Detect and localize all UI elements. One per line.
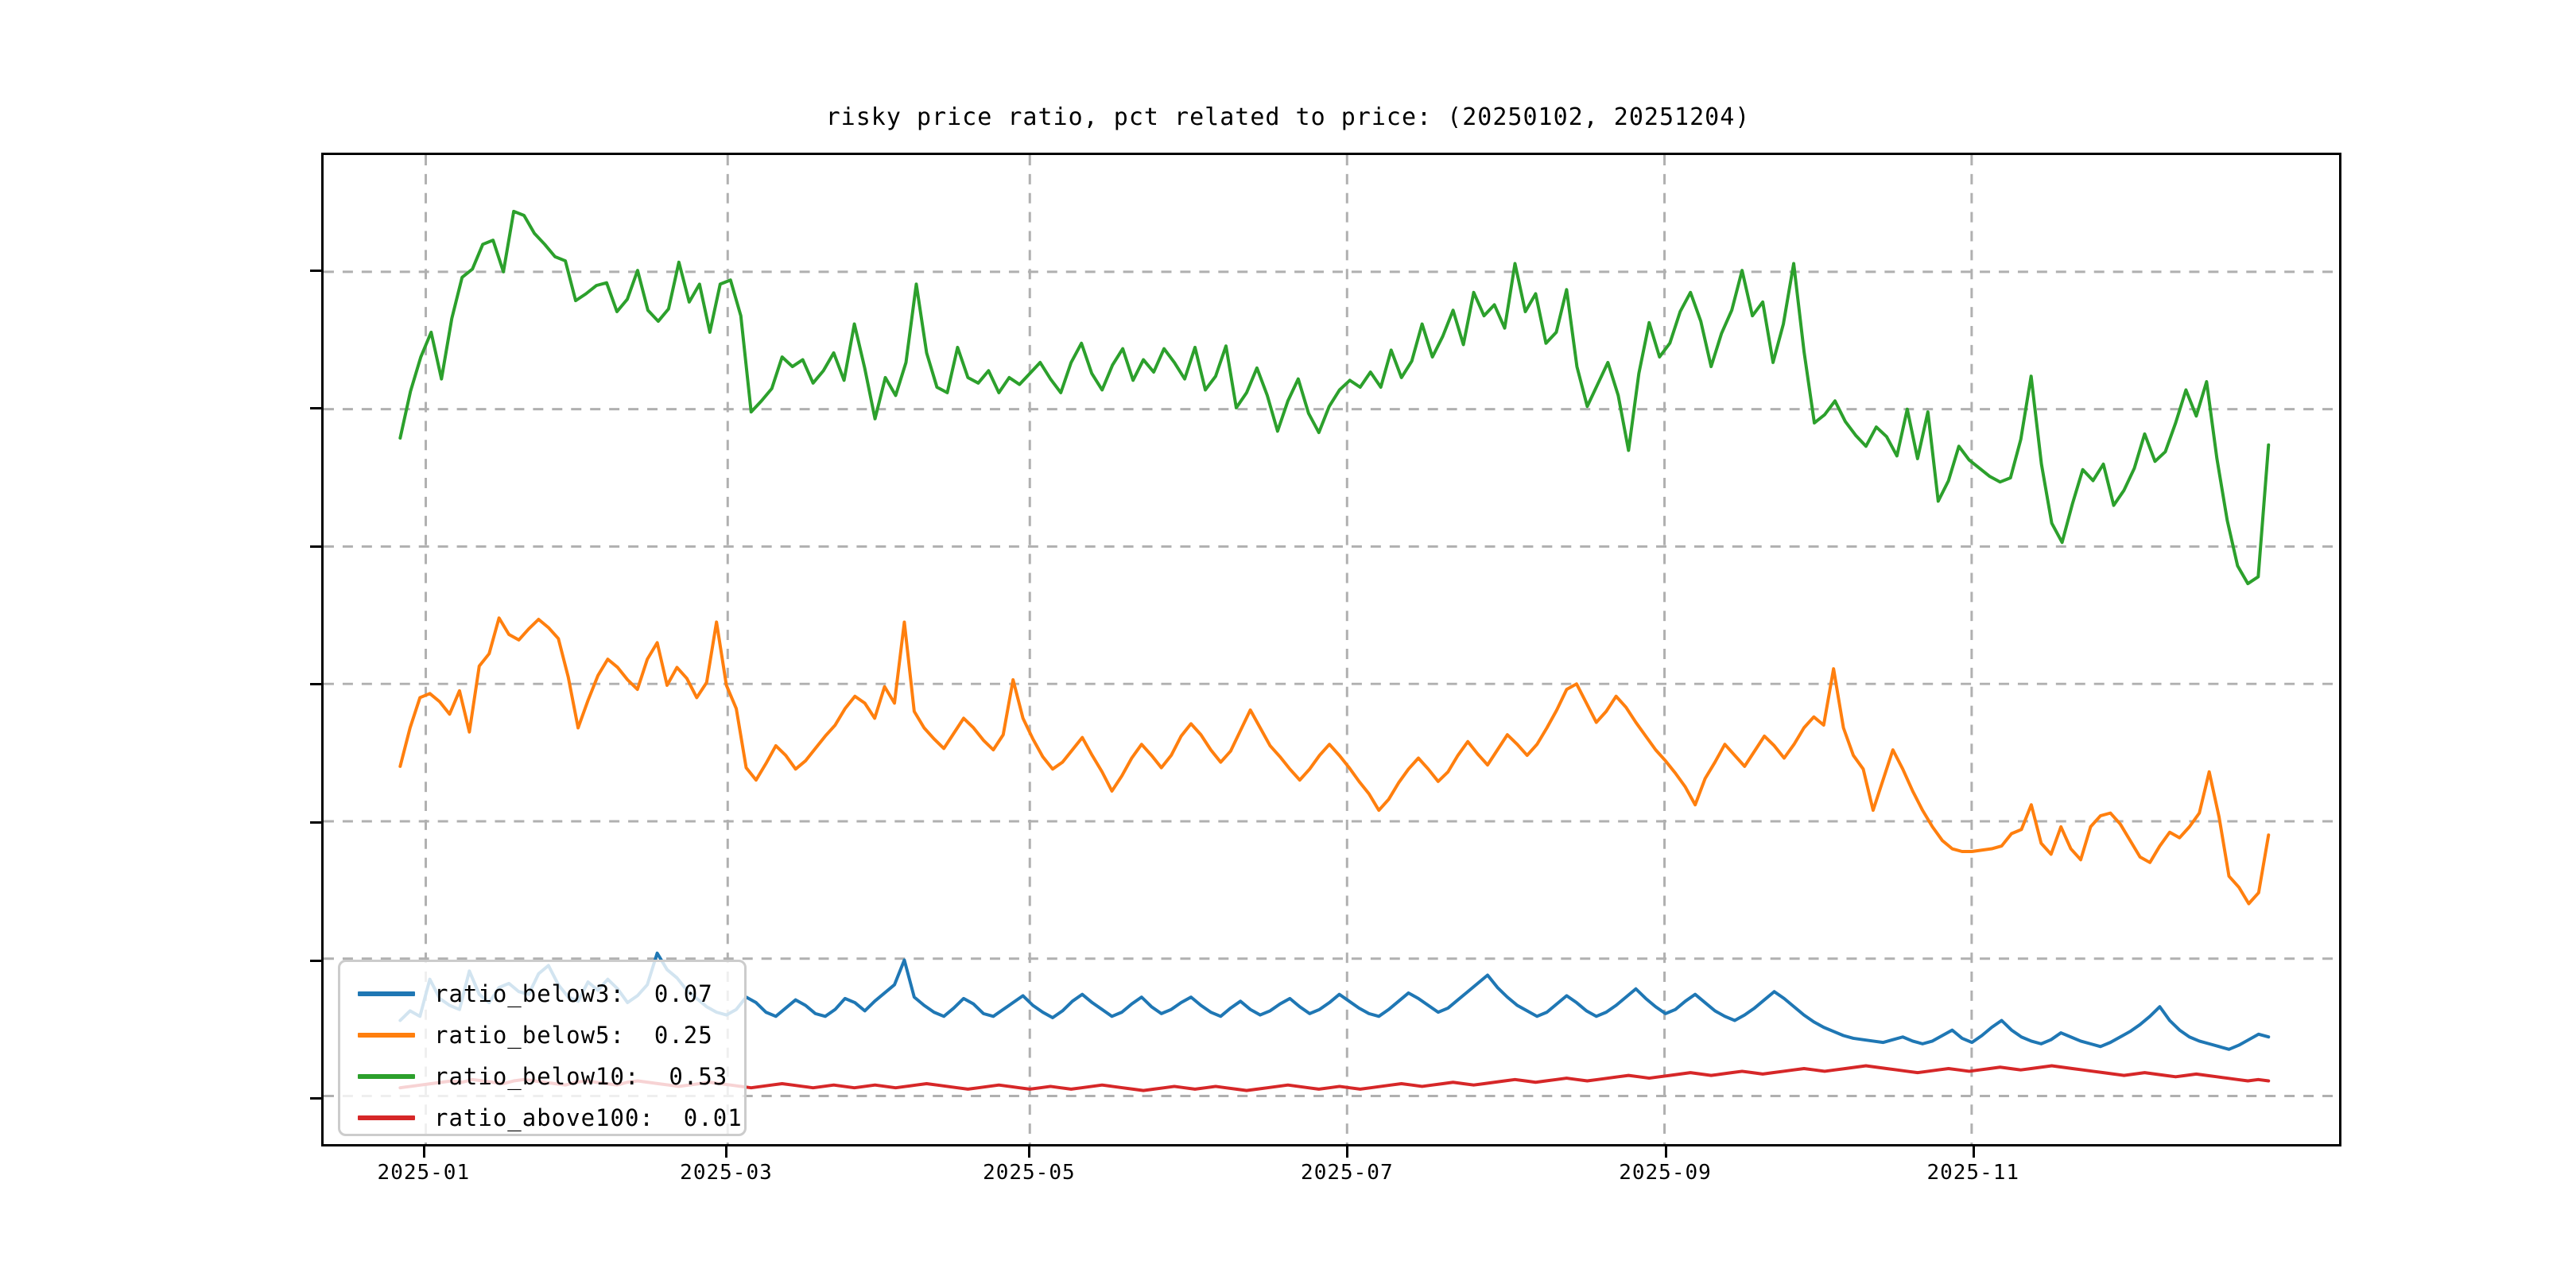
- x-tick-label-0: 2025-01: [377, 1161, 471, 1185]
- plot-area: [321, 153, 2341, 1146]
- x-tick-mark-2: [1028, 1146, 1031, 1158]
- y-tick-mark-5: [310, 407, 321, 410]
- x-tick-mark-4: [1664, 1146, 1667, 1158]
- x-tick-mark-1: [725, 1146, 728, 1158]
- x-tick-mark-5: [1972, 1146, 1975, 1158]
- legend-item-ratio_below5[interactable]: ratio_below5: 0.25: [340, 1014, 744, 1056]
- x-tick-label-1: 2025-03: [680, 1161, 773, 1185]
- x-tick-mark-0: [422, 1146, 425, 1158]
- grid-layer: [324, 155, 2339, 1144]
- x-tick-label-4: 2025-09: [1619, 1161, 1712, 1185]
- legend-item-ratio_above100[interactable]: ratio_above100: 0.01: [340, 1097, 744, 1139]
- x-tick-label-2: 2025-05: [983, 1161, 1076, 1185]
- legend-swatch-ratio_below3: [358, 991, 415, 996]
- legend-label-ratio_below5: ratio_below5: 0.25: [434, 1022, 713, 1049]
- y-tick-mark-3: [310, 683, 321, 686]
- y-tick-mark-1: [310, 959, 321, 962]
- legend-swatch-ratio_below10: [358, 1074, 415, 1079]
- chart-legend[interactable]: ratio_below3: 0.07 ratio_below5: 0.25 rati…: [338, 960, 747, 1136]
- series-line-ratio_below10: [398, 209, 2271, 586]
- y-tick-mark-6: [310, 269, 321, 272]
- legend-swatch-ratio_above100: [358, 1115, 415, 1120]
- x-tick-label-3: 2025-07: [1301, 1161, 1394, 1185]
- legend-item-ratio_below3[interactable]: ratio_below3: 0.07: [340, 973, 744, 1014]
- y-tick-mark-4: [310, 545, 321, 548]
- series-line-ratio_below5: [398, 616, 2271, 906]
- legend-swatch-ratio_below5: [358, 1033, 415, 1038]
- legend-label-ratio_above100: ratio_above100: 0.01: [434, 1104, 743, 1131]
- x-tick-label-5: 2025-11: [1926, 1161, 2020, 1185]
- chart-title: risky price ratio, pct related to price:…: [825, 103, 1751, 131]
- legend-label-ratio_below10: ratio_below10: 0.53: [434, 1063, 728, 1090]
- legend-label-ratio_below3: ratio_below3: 0.07: [434, 980, 713, 1007]
- x-tick-mark-3: [1346, 1146, 1349, 1158]
- legend-item-ratio_below10[interactable]: ratio_below10: 0.53: [340, 1056, 744, 1097]
- y-tick-mark-0: [310, 1097, 321, 1100]
- y-tick-mark-2: [310, 821, 321, 824]
